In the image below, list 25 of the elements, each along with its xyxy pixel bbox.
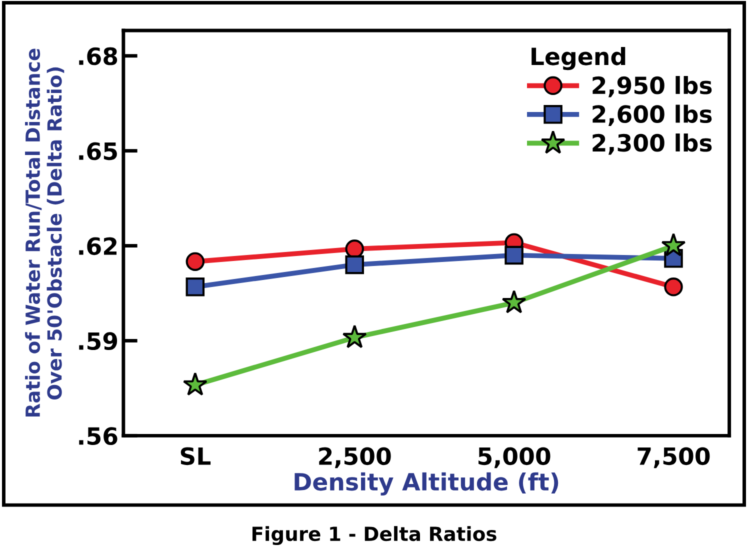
point (182, 372, 208, 396)
point (186, 252, 205, 271)
x-tick-label: SL (180, 447, 211, 466)
y-tick-label: .65 (79, 142, 117, 160)
x-tick-label: 5,000 (478, 447, 550, 468)
y-tick-label: .68 (79, 47, 118, 66)
caption: Figure 1 - Delta Ratios (252, 526, 496, 546)
legend-label: 2,950 lbs (592, 76, 712, 98)
legend-label: 2,300 lbs (592, 134, 712, 155)
point (502, 290, 526, 314)
x-tick-label: 2,500 (319, 447, 391, 468)
legend-title: Legend (532, 47, 626, 70)
point (504, 246, 524, 265)
y-tick-label: .62 (79, 237, 117, 256)
point (664, 278, 683, 296)
x-axis-title: Density Altitude (ft) (294, 472, 558, 496)
point (342, 324, 367, 348)
point (345, 255, 364, 274)
y-tick-label: .56 (79, 427, 118, 445)
y-tick-label: .59 (79, 332, 118, 350)
point (661, 232, 686, 256)
legend-label: 2,600 lbs (592, 104, 712, 126)
point (186, 278, 205, 296)
x-tick-label: 7,500 (638, 447, 710, 468)
y-axis-title: Ratio of Water Run/Total Distance Over 50'Obstacle (Delta Ratio) (25, 48, 64, 417)
